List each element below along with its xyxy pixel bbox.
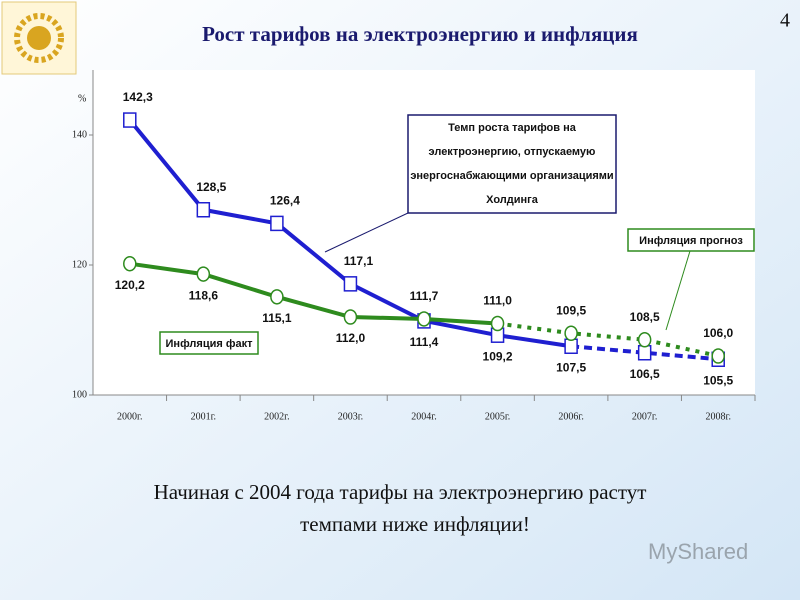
data-label: 107,5	[556, 360, 586, 374]
x-tick-label: 2006г.	[558, 411, 583, 422]
x-tick-label: 2007г.	[632, 411, 657, 422]
title: Рост тарифов на электроэнергию и инфляци…	[202, 22, 638, 46]
annotation-line: электроэнергию, отпускаемую	[429, 146, 596, 158]
marker	[637, 332, 652, 348]
data-label: 109,5	[556, 303, 586, 317]
annotation-line: Холдинга	[486, 194, 539, 206]
data-label: 126,4	[270, 194, 300, 208]
marker	[196, 202, 211, 218]
data-label: 115,1	[262, 311, 292, 325]
x-tick-label: 2002г.	[264, 411, 289, 422]
forecast-line	[497, 321, 719, 358]
data-label: 108,5	[630, 310, 660, 324]
tariff-box	[324, 114, 617, 253]
forecast-line	[570, 344, 719, 362]
marker	[123, 112, 137, 128]
forecast-box	[627, 228, 755, 331]
y-tick-label: 140	[72, 129, 87, 140]
data-label: 106,5	[630, 367, 660, 381]
data-label: 106,0	[703, 326, 733, 340]
marker	[637, 345, 652, 361]
marker	[270, 289, 284, 305]
data-label: 128,5	[196, 180, 226, 194]
fact-box	[159, 331, 259, 355]
x-tick-label: 2005г.	[485, 411, 510, 422]
marker	[564, 338, 578, 354]
marker	[564, 325, 578, 341]
x-tick-label: 2008г.	[705, 411, 730, 422]
x-tick-label: 2004г.	[411, 411, 436, 422]
data-label: 111,0	[483, 294, 512, 308]
x-tick-label: 2001г.	[191, 411, 216, 422]
y-tick-label: 100	[72, 389, 87, 400]
data-label: 112,0	[336, 331, 366, 345]
line	[129, 261, 498, 326]
watermark: MyShared	[648, 539, 748, 564]
marker	[343, 276, 358, 292]
data-label: 111,7	[410, 289, 439, 303]
annotation-line: Темп роста тарифов на	[448, 122, 577, 134]
data-label: 120,2	[115, 278, 145, 292]
data-label: 105,5	[703, 373, 733, 387]
data-label: 117,1	[344, 254, 374, 268]
marker	[270, 215, 284, 232]
data-label: 118,6	[189, 288, 219, 302]
annotation: Инфляция факт	[166, 338, 254, 350]
marker	[123, 255, 137, 272]
x-tick-label: 2000г.	[117, 411, 142, 422]
annotation: Инфляция прогноз	[639, 235, 743, 247]
annotation-line: энергоснабжающими организациями	[410, 170, 613, 182]
data-label: 109,2	[483, 349, 513, 363]
y-label: %	[78, 93, 86, 104]
caption-line: Начиная с 2004 года тарифы на электроэне…	[154, 480, 647, 504]
x-tick-label: 2003г.	[338, 411, 363, 422]
marker	[417, 311, 431, 327]
data-label: 111,4	[410, 335, 439, 349]
marker	[196, 266, 211, 282]
y-tick-label: 120	[72, 259, 87, 270]
data-label: 142,3	[123, 90, 153, 104]
marker	[490, 315, 505, 332]
page-number: 4	[780, 10, 790, 32]
marker	[343, 309, 358, 325]
logo	[1, 1, 77, 75]
marker	[711, 348, 725, 364]
caption-line: темпами ниже инфляции!	[300, 512, 530, 536]
